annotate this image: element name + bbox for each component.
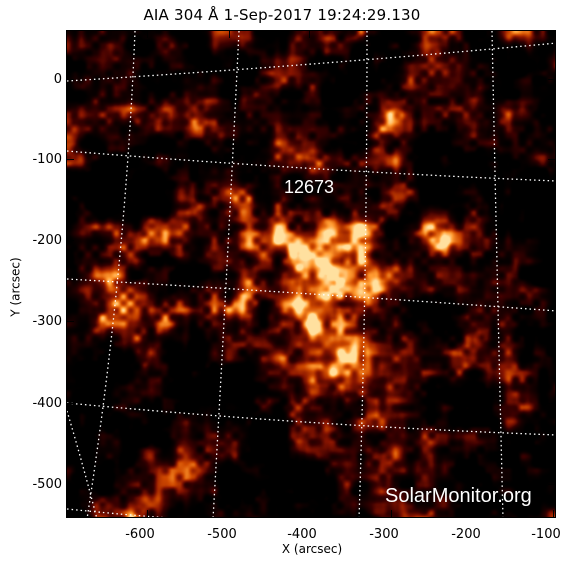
grid-line [67, 508, 165, 517]
y-tick-mark [548, 240, 556, 241]
x-tick-mark [229, 30, 230, 38]
grid-line [67, 410, 98, 517]
y-tick-label: -200 [32, 233, 62, 248]
grid-line [67, 150, 555, 182]
plot-title: AIA 304 Å 1-Sep-2017 19:24:29.130 [143, 6, 421, 24]
x-tick-label: -500 [207, 527, 237, 542]
y-tick-mark [548, 484, 556, 485]
y-tick-mark [548, 321, 556, 322]
x-tick-label: -600 [125, 527, 155, 542]
x-tick-mark [473, 510, 474, 518]
x-tick-mark [391, 30, 392, 38]
y-tick-mark [66, 240, 74, 241]
grid-line [67, 278, 555, 312]
x-tick-label: -300 [369, 527, 399, 542]
x-tick-label: -100 [531, 527, 561, 542]
y-tick-mark [66, 403, 74, 404]
y-tick-mark [548, 79, 556, 80]
y-tick-mark [66, 321, 74, 322]
x-tick-mark [553, 510, 554, 518]
plot-area: 12673 SolarMonitor.org [66, 30, 556, 518]
y-tick-label: -100 [32, 152, 62, 167]
x-axis-label: X (arcsec) [281, 542, 343, 556]
grid-line [491, 31, 504, 517]
grid-line [86, 31, 136, 517]
y-tick-mark [66, 484, 74, 485]
active-region-label: 12673 [284, 177, 335, 197]
x-tick-mark [229, 510, 230, 518]
x-tick-mark [309, 510, 310, 518]
x-tick-label: -200 [451, 527, 481, 542]
x-tick-mark [473, 30, 474, 38]
x-tick-mark [553, 30, 554, 38]
grid-line [358, 31, 368, 517]
grid-line [67, 42, 555, 82]
y-axis-label: Y (arcsec) [8, 257, 23, 317]
y-tick-mark [548, 159, 556, 160]
y-tick-label: 0 [53, 72, 62, 87]
x-tick-mark [147, 510, 148, 518]
watermark: SolarMonitor.org [385, 485, 532, 507]
y-tick-mark [66, 159, 74, 160]
y-tick-label: -400 [32, 396, 62, 411]
x-tick-label: -400 [287, 527, 317, 542]
y-tick-mark [548, 403, 556, 404]
y-tick-mark [66, 79, 74, 80]
y-tick-label: -300 [32, 314, 62, 329]
y-tick-label: -500 [32, 477, 62, 492]
grid-line [67, 402, 555, 436]
x-tick-mark [391, 510, 392, 518]
x-tick-mark [147, 30, 148, 38]
solar-image [67, 31, 555, 517]
heliographic-grid [67, 31, 555, 517]
grid-line [212, 31, 240, 517]
x-tick-mark [309, 30, 310, 38]
